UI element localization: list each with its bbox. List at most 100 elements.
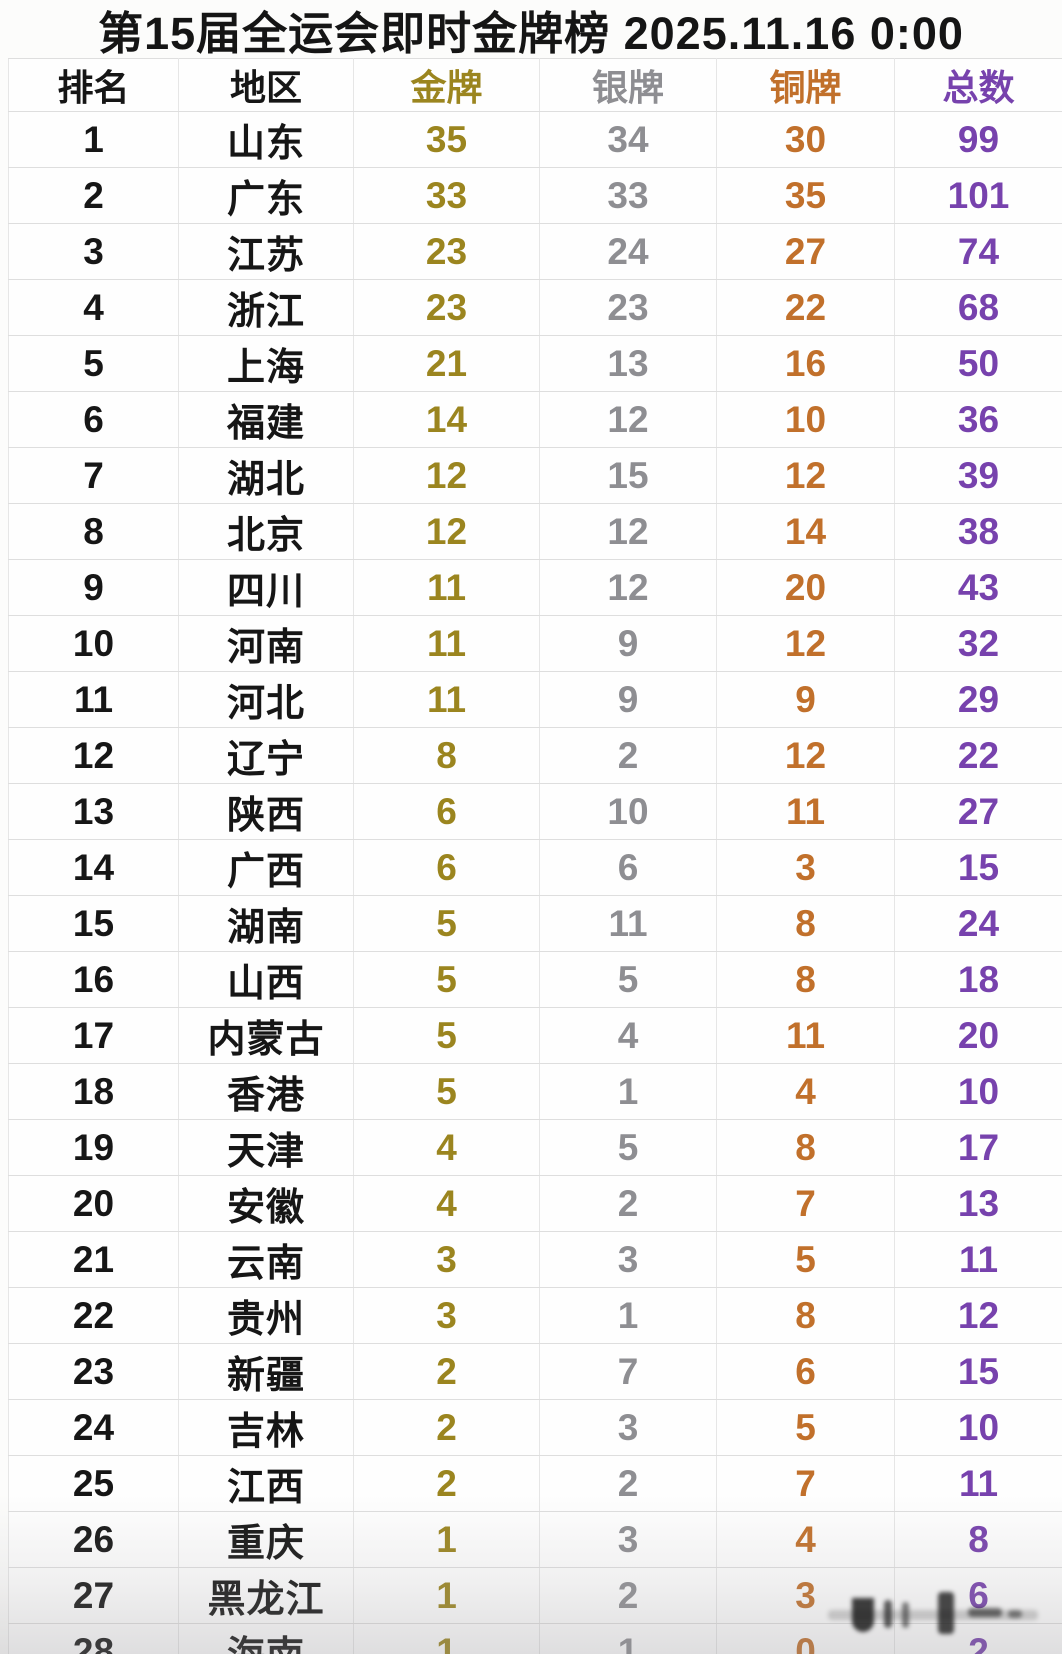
cell-gold: 4 bbox=[353, 1175, 540, 1232]
table-row: 13 陕西 6 10 11 27 bbox=[8, 783, 1062, 840]
cell-gold: 5 bbox=[353, 895, 540, 952]
page-title: 第15届全运会即时金牌榜 2025.11.16 0:00 bbox=[98, 7, 964, 59]
cell-region: 上海 bbox=[178, 335, 354, 392]
table-row: 8 北京 12 12 14 38 bbox=[8, 503, 1062, 560]
table-row: 22 贵州 3 1 8 12 bbox=[8, 1287, 1062, 1344]
cell-region: 江西 bbox=[178, 1455, 354, 1512]
cell-total: 39 bbox=[894, 447, 1062, 504]
cell-rank: 28 bbox=[8, 1623, 179, 1654]
table-row: 19 天津 4 5 8 17 bbox=[8, 1119, 1062, 1176]
cell-total: 10 bbox=[894, 1399, 1062, 1456]
cell-gold: 3 bbox=[353, 1231, 540, 1288]
table-row: 5 上海 21 13 16 50 bbox=[8, 335, 1062, 392]
cell-bronze: 8 bbox=[716, 895, 895, 952]
cell-gold: 12 bbox=[353, 503, 540, 560]
table-row: 1 山东 35 34 30 99 bbox=[8, 111, 1062, 168]
cell-gold: 2 bbox=[353, 1399, 540, 1456]
table-row: 10 河南 11 9 12 32 bbox=[8, 615, 1062, 672]
cell-gold: 23 bbox=[353, 279, 540, 336]
cell-bronze: 9 bbox=[716, 671, 895, 728]
cell-rank: 24 bbox=[8, 1399, 179, 1456]
cell-bronze: 4 bbox=[716, 1511, 895, 1568]
col-header-rank: 排名 bbox=[8, 58, 179, 112]
table-row: 15 湖南 5 11 8 24 bbox=[8, 895, 1062, 952]
table-row: 14 广西 6 6 3 15 bbox=[8, 839, 1062, 896]
cell-gold: 23 bbox=[353, 223, 540, 280]
cell-rank: 8 bbox=[8, 503, 179, 560]
cell-region: 吉林 bbox=[178, 1399, 354, 1456]
col-header-gold: 金牌 bbox=[353, 58, 540, 112]
cell-bronze: 5 bbox=[716, 1399, 895, 1456]
cell-silver: 9 bbox=[539, 615, 717, 672]
cell-rank: 1 bbox=[8, 111, 179, 168]
cell-bronze: 20 bbox=[716, 559, 895, 616]
cell-region: 海南 bbox=[178, 1623, 354, 1654]
cell-region: 四川 bbox=[178, 559, 354, 616]
cell-rank: 4 bbox=[8, 279, 179, 336]
cell-rank: 23 bbox=[8, 1343, 179, 1400]
table-row: 2 广东 33 33 35 101 bbox=[8, 167, 1062, 224]
cell-rank: 12 bbox=[8, 727, 179, 784]
cell-bronze: 7 bbox=[716, 1175, 895, 1232]
cell-total: 8 bbox=[894, 1511, 1062, 1568]
cell-bronze: 27 bbox=[716, 223, 895, 280]
cell-silver: 10 bbox=[539, 783, 717, 840]
table-row: 12 辽宁 8 2 12 22 bbox=[8, 727, 1062, 784]
cell-total: 17 bbox=[894, 1119, 1062, 1176]
table-row: 20 安徽 4 2 7 13 bbox=[8, 1175, 1062, 1232]
cell-gold: 21 bbox=[353, 335, 540, 392]
cell-silver: 34 bbox=[539, 111, 717, 168]
cell-gold: 11 bbox=[353, 671, 540, 728]
cell-gold: 6 bbox=[353, 839, 540, 896]
cell-region: 辽宁 bbox=[178, 727, 354, 784]
cell-silver: 9 bbox=[539, 671, 717, 728]
cell-region: 内蒙古 bbox=[178, 1007, 354, 1064]
header-row: 排名 地区 金牌 银牌 铜牌 总数 bbox=[8, 58, 1062, 112]
cell-region: 贵州 bbox=[178, 1287, 354, 1344]
cell-total: 10 bbox=[894, 1063, 1062, 1120]
cell-total: 2 bbox=[894, 1623, 1062, 1654]
cell-gold: 5 bbox=[353, 951, 540, 1008]
cell-bronze: 3 bbox=[716, 839, 895, 896]
cell-silver: 3 bbox=[539, 1511, 717, 1568]
cell-rank: 3 bbox=[8, 223, 179, 280]
cell-region: 山西 bbox=[178, 951, 354, 1008]
cell-bronze: 11 bbox=[716, 783, 895, 840]
cell-gold: 2 bbox=[353, 1455, 540, 1512]
table-row: 11 河北 11 9 9 29 bbox=[8, 671, 1062, 728]
cell-silver: 5 bbox=[539, 951, 717, 1008]
cell-rank: 10 bbox=[8, 615, 179, 672]
cell-region: 香港 bbox=[178, 1063, 354, 1120]
cell-region: 广西 bbox=[178, 839, 354, 896]
col-header-bronze: 铜牌 bbox=[716, 58, 895, 112]
cell-rank: 25 bbox=[8, 1455, 179, 1512]
cell-total: 22 bbox=[894, 727, 1062, 784]
cell-silver: 15 bbox=[539, 447, 717, 504]
cell-bronze: 11 bbox=[716, 1007, 895, 1064]
cell-rank: 11 bbox=[8, 671, 179, 728]
cell-silver: 3 bbox=[539, 1399, 717, 1456]
cell-rank: 16 bbox=[8, 951, 179, 1008]
cell-bronze: 0 bbox=[716, 1623, 895, 1654]
cell-total: 12 bbox=[894, 1287, 1062, 1344]
cell-region: 福建 bbox=[178, 391, 354, 448]
cell-region: 河南 bbox=[178, 615, 354, 672]
table-row: 17 内蒙古 5 4 11 20 bbox=[8, 1007, 1062, 1064]
cell-rank: 26 bbox=[8, 1511, 179, 1568]
table-row: 18 香港 5 1 4 10 bbox=[8, 1063, 1062, 1120]
cell-total: 18 bbox=[894, 951, 1062, 1008]
cell-silver: 1 bbox=[539, 1063, 717, 1120]
cell-region: 新疆 bbox=[178, 1343, 354, 1400]
cell-bronze: 12 bbox=[716, 615, 895, 672]
cell-total: 74 bbox=[894, 223, 1062, 280]
cell-rank: 7 bbox=[8, 447, 179, 504]
table-row: 25 江西 2 2 7 11 bbox=[8, 1455, 1062, 1512]
cell-gold: 2 bbox=[353, 1343, 540, 1400]
cell-rank: 5 bbox=[8, 335, 179, 392]
cell-silver: 1 bbox=[539, 1287, 717, 1344]
cell-gold: 4 bbox=[353, 1119, 540, 1176]
cell-bronze: 30 bbox=[716, 111, 895, 168]
cell-rank: 27 bbox=[8, 1567, 179, 1624]
cell-region: 陕西 bbox=[178, 783, 354, 840]
cell-gold: 3 bbox=[353, 1287, 540, 1344]
